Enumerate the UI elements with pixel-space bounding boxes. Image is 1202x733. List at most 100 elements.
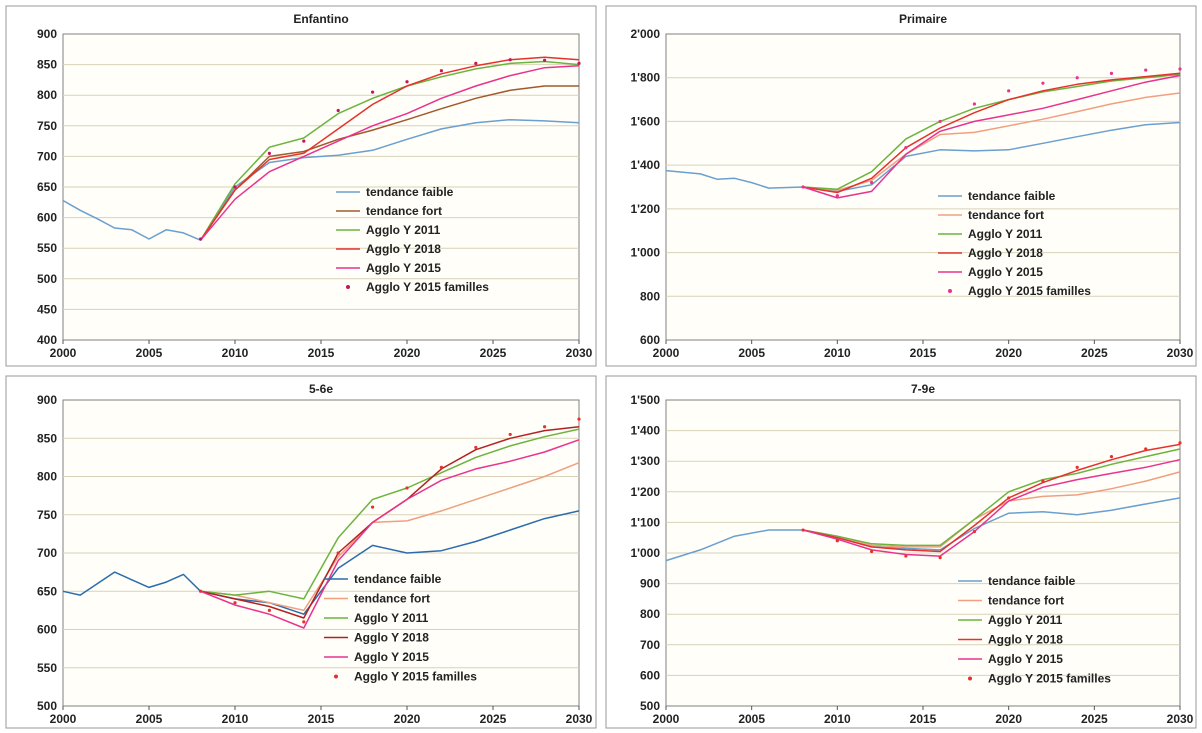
- data-point: [938, 119, 942, 124]
- chart-panel-3: 500 550 600 650 700 750 800 850 900 2000 2005 2010 2…: [5, 375, 597, 729]
- series-line: [802, 471, 1181, 548]
- data-point: [577, 61, 581, 65]
- x-tick-label: 2025: [480, 712, 507, 726]
- x-tick-label: 2025: [1081, 346, 1108, 360]
- series-line: [199, 60, 580, 241]
- data-point: [474, 445, 478, 450]
- x-tick-label: 2010: [824, 346, 851, 360]
- legend-label: tendance faible: [354, 572, 442, 586]
- x-tick-label: 2020: [995, 712, 1022, 726]
- x-tick-label: 2010: [222, 346, 249, 360]
- data-point: [904, 146, 908, 150]
- data-point: [508, 432, 512, 437]
- data-point: [199, 589, 203, 593]
- data-point: [267, 151, 271, 155]
- data-point: [1144, 68, 1148, 72]
- plot-area: [665, 33, 1181, 341]
- series-line: [62, 510, 580, 615]
- legend-label: Agglo Y 2011: [354, 611, 429, 625]
- data-point: [267, 608, 271, 612]
- x-tick-label: 2015: [308, 712, 335, 726]
- x-tick-label: 2020: [394, 346, 421, 360]
- x-tick-label: 2030: [1167, 346, 1194, 360]
- data-point: [336, 108, 340, 113]
- y-tick-label: 500: [37, 699, 57, 713]
- chart-panel-4: 500 600 700 800 900 1'000 1'100 1'200 1'300 1'400…: [605, 375, 1197, 729]
- y-tick-label: 1'000: [630, 546, 660, 560]
- series-line: [665, 497, 1181, 562]
- data-point: [439, 69, 443, 73]
- x-tick-label: 2020: [995, 346, 1022, 360]
- data-point: [1144, 447, 1148, 451]
- data-point: [336, 551, 340, 555]
- y-tick-label: 600: [37, 211, 57, 225]
- series-line: [199, 85, 579, 241]
- y-tick-label: 800: [37, 470, 57, 484]
- series-line: [802, 448, 1181, 547]
- data-point: [1178, 67, 1182, 71]
- data-point: [1041, 81, 1045, 85]
- data-point: [1075, 76, 1079, 80]
- legend-label: Agglo Y 2011: [988, 613, 1063, 627]
- legend-label: Agglo Y 2015: [354, 650, 429, 664]
- legend-label: tendance faible: [988, 574, 1076, 588]
- series-line: [200, 428, 580, 600]
- x-tick-label: 2000: [653, 346, 680, 360]
- data-point: [801, 528, 805, 532]
- data-point: [405, 80, 409, 84]
- y-tick-label: 900: [640, 577, 660, 591]
- data-point: [543, 425, 547, 429]
- x-tick-label: 2030: [566, 712, 593, 726]
- series-line: [665, 121, 1181, 193]
- chart-panel-1: 400 450 500 550 600 650 700 750 800 850 900 2000 200…: [5, 5, 597, 367]
- data-point: [439, 465, 443, 469]
- y-tick-label: 650: [37, 584, 57, 598]
- data-point: [1075, 465, 1079, 469]
- x-tick-label: 2015: [910, 346, 937, 360]
- x-tick-label: 2015: [910, 712, 937, 726]
- x-tick-label: 2005: [738, 712, 765, 726]
- y-tick-label: 750: [37, 119, 57, 133]
- y-tick-label: 600: [640, 668, 660, 682]
- series-line: [802, 72, 1181, 194]
- x-tick-label: 2005: [136, 712, 163, 726]
- legend-marker: [948, 289, 952, 293]
- legend-marker: [346, 285, 350, 289]
- data-point: [835, 539, 839, 543]
- series-line: [803, 73, 1181, 190]
- legend-label: Agglo Y 2015: [988, 652, 1063, 666]
- data-point: [904, 554, 908, 558]
- legend-label: Agglo Y 2015 familles: [968, 284, 1091, 298]
- y-tick-label: 1'200: [630, 202, 660, 216]
- data-point: [474, 61, 478, 65]
- y-tick-label: 400: [37, 333, 57, 347]
- data-point: [302, 620, 306, 624]
- data-point: [543, 58, 547, 62]
- y-tick-label: 600: [640, 333, 660, 347]
- x-tick-label: 2030: [1167, 712, 1194, 726]
- y-tick-label: 2'000: [630, 27, 660, 41]
- data-point: [233, 601, 237, 605]
- legend-marker: [334, 674, 338, 679]
- data-point: [1007, 496, 1011, 500]
- series-line: [199, 56, 580, 241]
- y-tick-label: 700: [37, 546, 57, 560]
- data-point: [801, 185, 805, 189]
- legend-label: Agglo Y 2015: [366, 261, 441, 275]
- x-tick-label: 2005: [136, 346, 163, 360]
- x-tick-label: 2025: [1081, 712, 1108, 726]
- y-tick-label: 900: [37, 393, 57, 407]
- data-point: [870, 181, 874, 185]
- chart-title: Primaire: [899, 12, 947, 26]
- legend-label: Agglo Y 2015 familles: [354, 670, 477, 684]
- y-tick-label: 750: [37, 508, 57, 522]
- y-tick-label: 500: [640, 699, 660, 713]
- series-line: [200, 462, 580, 612]
- data-point: [405, 486, 409, 490]
- legend-label: Agglo Y 2018: [354, 631, 429, 645]
- y-tick-label: 850: [37, 431, 57, 445]
- legend-label: Agglo Y 2015: [968, 265, 1043, 279]
- legend-label: Agglo Y 2011: [366, 223, 441, 237]
- data-point: [1178, 441, 1182, 445]
- legend-label: Agglo Y 2018: [366, 242, 441, 256]
